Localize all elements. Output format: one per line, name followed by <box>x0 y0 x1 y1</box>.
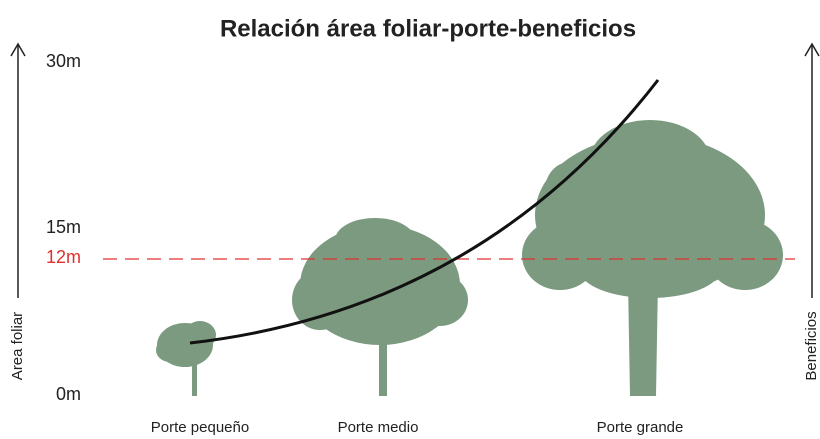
tree-medium <box>292 218 468 396</box>
title: Relación área foliar-porte-beneficios <box>220 15 636 42</box>
trees <box>156 120 783 396</box>
right-axis-label: Beneficios <box>803 311 820 380</box>
diagram: Relación área foliar-porte-beneficios Ar… <box>0 0 820 439</box>
left-axis-label: Area foliar <box>9 312 26 380</box>
tick-label: 12m <box>46 247 81 267</box>
right-axis <box>805 44 819 298</box>
tree-label: Porte pequeño <box>151 419 249 436</box>
tree-large <box>522 120 783 396</box>
tree-label: Porte grande <box>597 419 684 436</box>
tick-label: 0m <box>56 384 81 404</box>
left-axis <box>11 44 25 298</box>
tick-label: 30m <box>46 51 81 71</box>
tree-small <box>156 321 216 396</box>
tick-label: 15m <box>46 217 81 237</box>
tree-label: Porte medio <box>338 419 419 436</box>
